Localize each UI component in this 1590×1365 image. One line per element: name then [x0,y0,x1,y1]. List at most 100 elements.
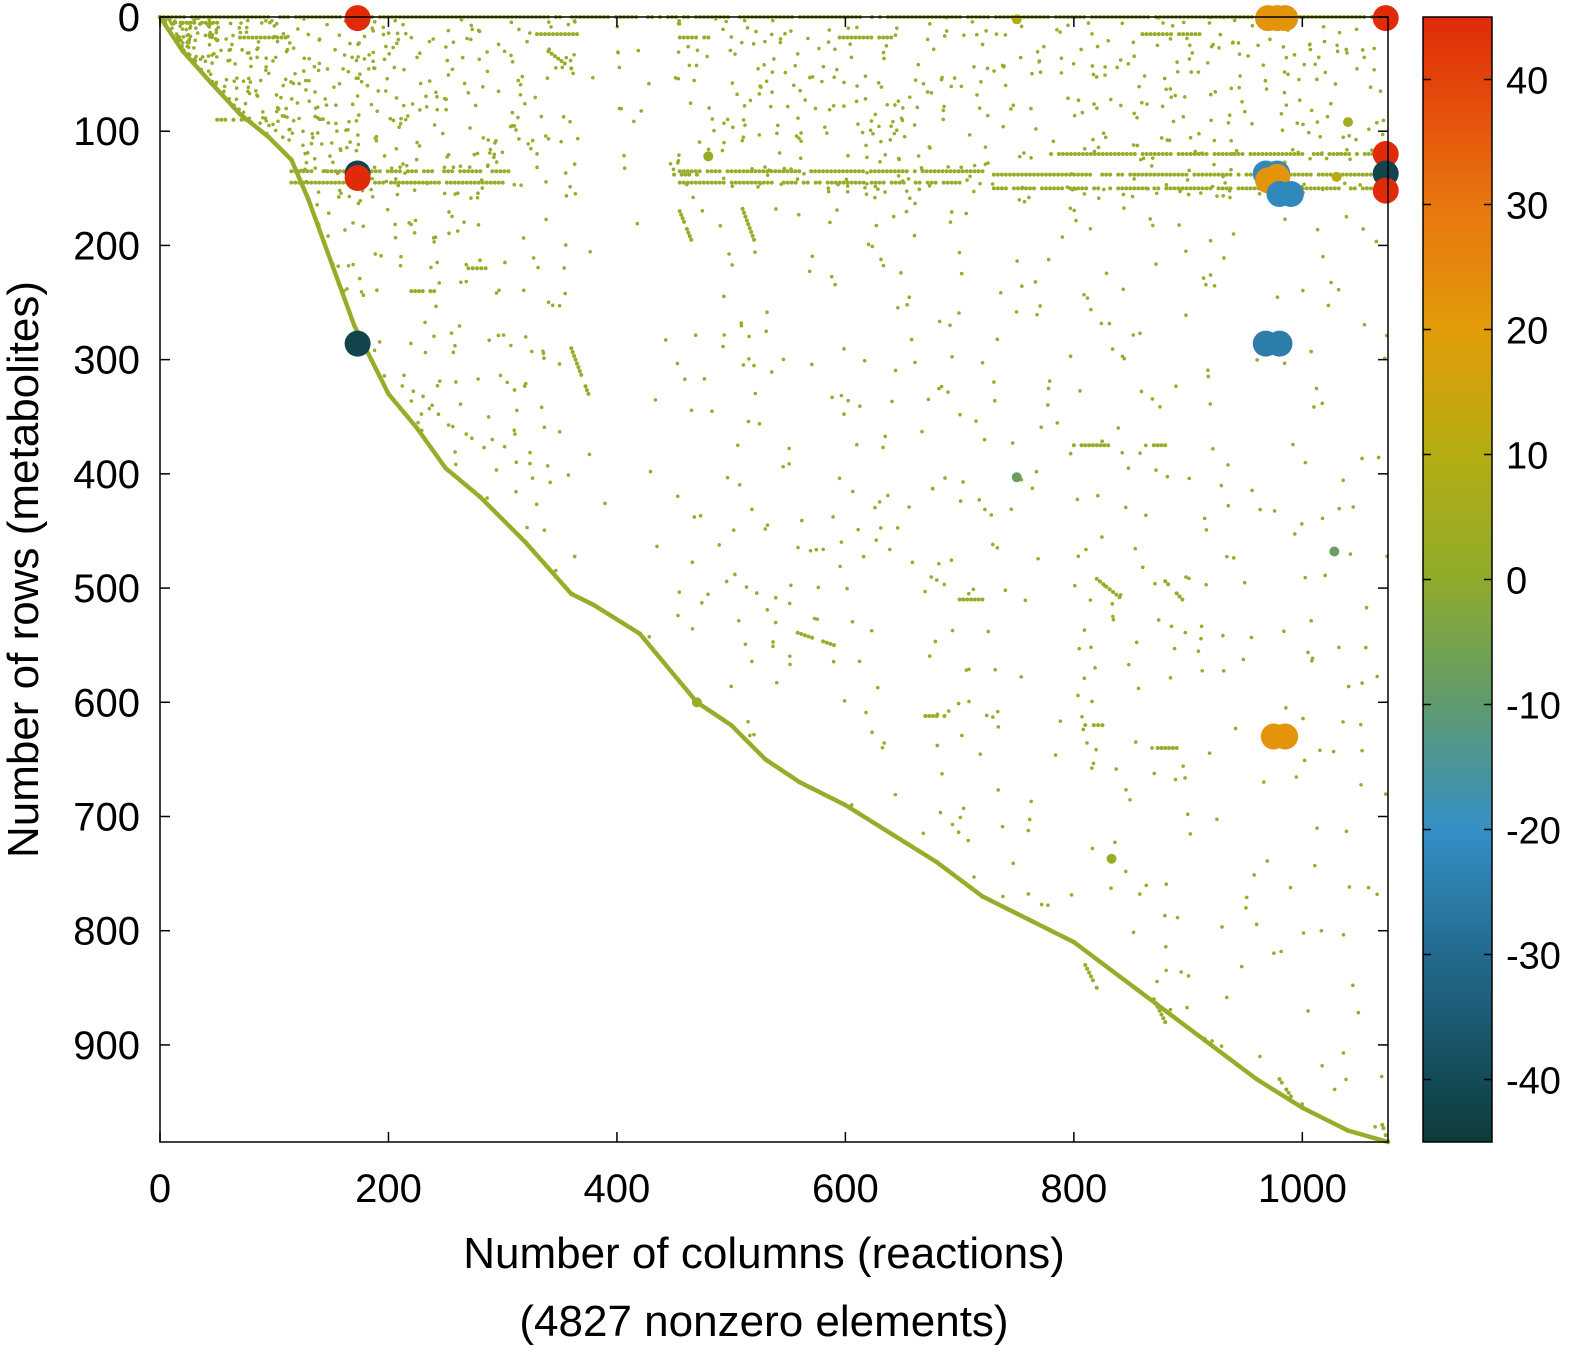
matrix-point [358,72,362,76]
segment-point [1151,443,1156,448]
segment-point [1102,443,1107,448]
matrix-point [1229,86,1234,91]
segment-point [1019,172,1024,177]
segment-point [1160,152,1165,157]
matrix-point [1164,87,1168,92]
segment-point [1181,32,1186,37]
matrix-point [770,70,775,74]
matrix-point [544,180,548,184]
segment-point [869,35,874,40]
matrix-point [345,145,349,150]
matrix-point [433,235,438,239]
segment-point [821,639,826,644]
matrix-point [821,64,826,69]
matrix-point [1356,1010,1361,1015]
matrix-point [487,338,491,343]
matrix-point [789,583,793,588]
matrix-point [1121,287,1126,292]
segment-point [1132,172,1137,177]
matrix-point [521,236,526,240]
segment-point [952,169,957,174]
matrix-point [773,595,778,600]
matrix-point [293,71,297,76]
matrix-point [739,321,744,325]
matrix-point [381,25,386,30]
matrix-point [415,140,419,145]
segment-point [479,266,484,271]
matrix-point [1242,109,1247,114]
matrix-point [1262,780,1266,784]
matrix-point [796,545,800,550]
segment-point [1157,1008,1162,1013]
segment-point [853,169,858,174]
matrix-point [290,131,295,135]
matrix-point [655,544,659,549]
matrix-point [276,119,280,124]
matrix-point [889,124,893,128]
matrix-point [1102,187,1106,192]
segment-point [562,32,567,37]
segment-point [1088,974,1093,979]
segment-point [1048,186,1053,191]
matrix-point [1164,968,1168,973]
matrix-point [1301,716,1305,721]
matrix-point [769,32,774,37]
matrix-point [409,222,413,227]
segment-point [1212,172,1217,177]
segment-point [1252,152,1257,157]
matrix-point [1284,55,1289,60]
matrix-point [878,526,883,530]
segment-point [562,61,567,66]
colorbar-tick-label: -10 [1506,686,1561,728]
matrix-point [690,560,695,565]
matrix-point [198,22,202,26]
matrix-point [1022,151,1026,155]
segment-point [1176,186,1181,191]
matrix-point [384,179,389,184]
matrix-point [773,620,778,625]
matrix-point [1321,24,1326,29]
matrix-point [765,523,770,527]
matrix-point [289,97,294,101]
matrix-point [198,57,203,62]
matrix-point [1250,121,1254,126]
segment-point [900,169,905,174]
matrix-point [1168,37,1173,41]
matrix-point [1242,580,1247,585]
matrix-point [807,75,812,80]
segment-point [1096,723,1101,728]
matrix-point [397,125,401,130]
matrix-point [232,79,237,84]
matrix-point [356,133,360,137]
matrix-point [307,78,311,83]
segment-point [1155,745,1160,750]
matrix-point [1181,20,1186,25]
segment-point [904,169,909,174]
matrix-point [705,54,709,59]
segment-point [1277,1077,1282,1082]
segment-point [1144,152,1149,157]
matrix-point [718,224,723,228]
matrix-point [828,220,832,225]
matrix-point [241,79,246,83]
matrix-point [1155,43,1160,48]
matrix-point [446,28,451,33]
matrix-point [879,139,883,144]
matrix-point [343,228,347,232]
segment-point [1284,1087,1289,1092]
matrix-point [182,48,186,52]
matrix-point [764,329,769,334]
matrix-point [243,101,248,106]
matrix-point [865,155,869,160]
matrix-point [1215,817,1219,822]
matrix-point [683,377,687,382]
segment-point [1088,152,1093,157]
matrix-point [1075,497,1080,502]
segment-point [741,169,746,174]
segment-point [1343,152,1348,157]
segment-point [250,35,255,40]
matrix-point [564,194,569,198]
matrix-point [1168,1007,1173,1012]
matrix-point [316,68,321,73]
matrix-point [939,384,944,389]
